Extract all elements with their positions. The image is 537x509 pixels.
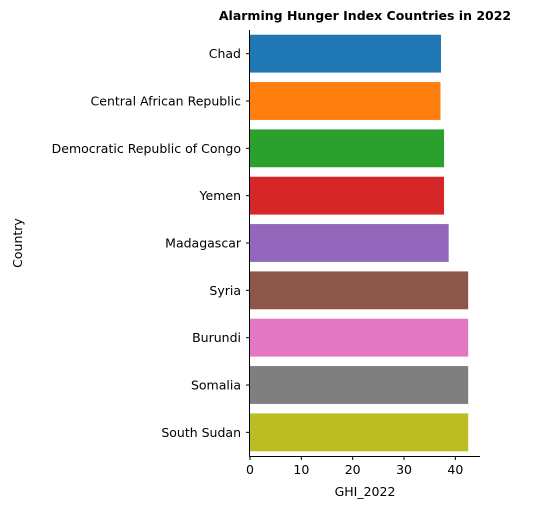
y-tick-label: Madagascar — [165, 236, 242, 251]
y-tick-label: Burundi — [192, 330, 241, 345]
y-ticks-group: Chad Central African Republic Democratic R… — [52, 46, 250, 440]
x-tick-label: 40 — [447, 462, 463, 477]
x-axis-label: GHI_2022 — [335, 484, 396, 499]
bar-3 — [250, 176, 445, 215]
x-tick-label: 30 — [396, 462, 412, 477]
y-tick-label: Yemen — [199, 188, 241, 203]
x-tick-label: 20 — [345, 462, 361, 477]
bar-6 — [250, 318, 469, 357]
bar-0 — [250, 34, 441, 73]
y-tick-label: Syria — [209, 283, 241, 298]
bar-2 — [250, 129, 445, 168]
bar-4 — [250, 224, 449, 262]
y-tick-label: Central African Republic — [91, 94, 242, 109]
bar-8 — [250, 413, 469, 452]
y-tick-label: Democratic Republic of Congo — [52, 141, 241, 156]
y-tick-label: Chad — [209, 46, 241, 61]
y-tick-label: Somalia — [191, 378, 241, 393]
bars-group — [250, 34, 469, 452]
bar-5 — [250, 271, 469, 310]
x-tick-label: 10 — [293, 462, 309, 477]
x-ticks-group: 0 10 20 30 40 — [246, 456, 463, 477]
x-tick-label: 0 — [246, 462, 254, 477]
y-tick-label: South Sudan — [161, 425, 241, 440]
chart-title: Alarming Hunger Index Countries in 2022 — [219, 8, 511, 23]
bar-1 — [250, 82, 441, 120]
bar-7 — [250, 366, 469, 404]
y-axis-label: Country — [10, 218, 25, 268]
